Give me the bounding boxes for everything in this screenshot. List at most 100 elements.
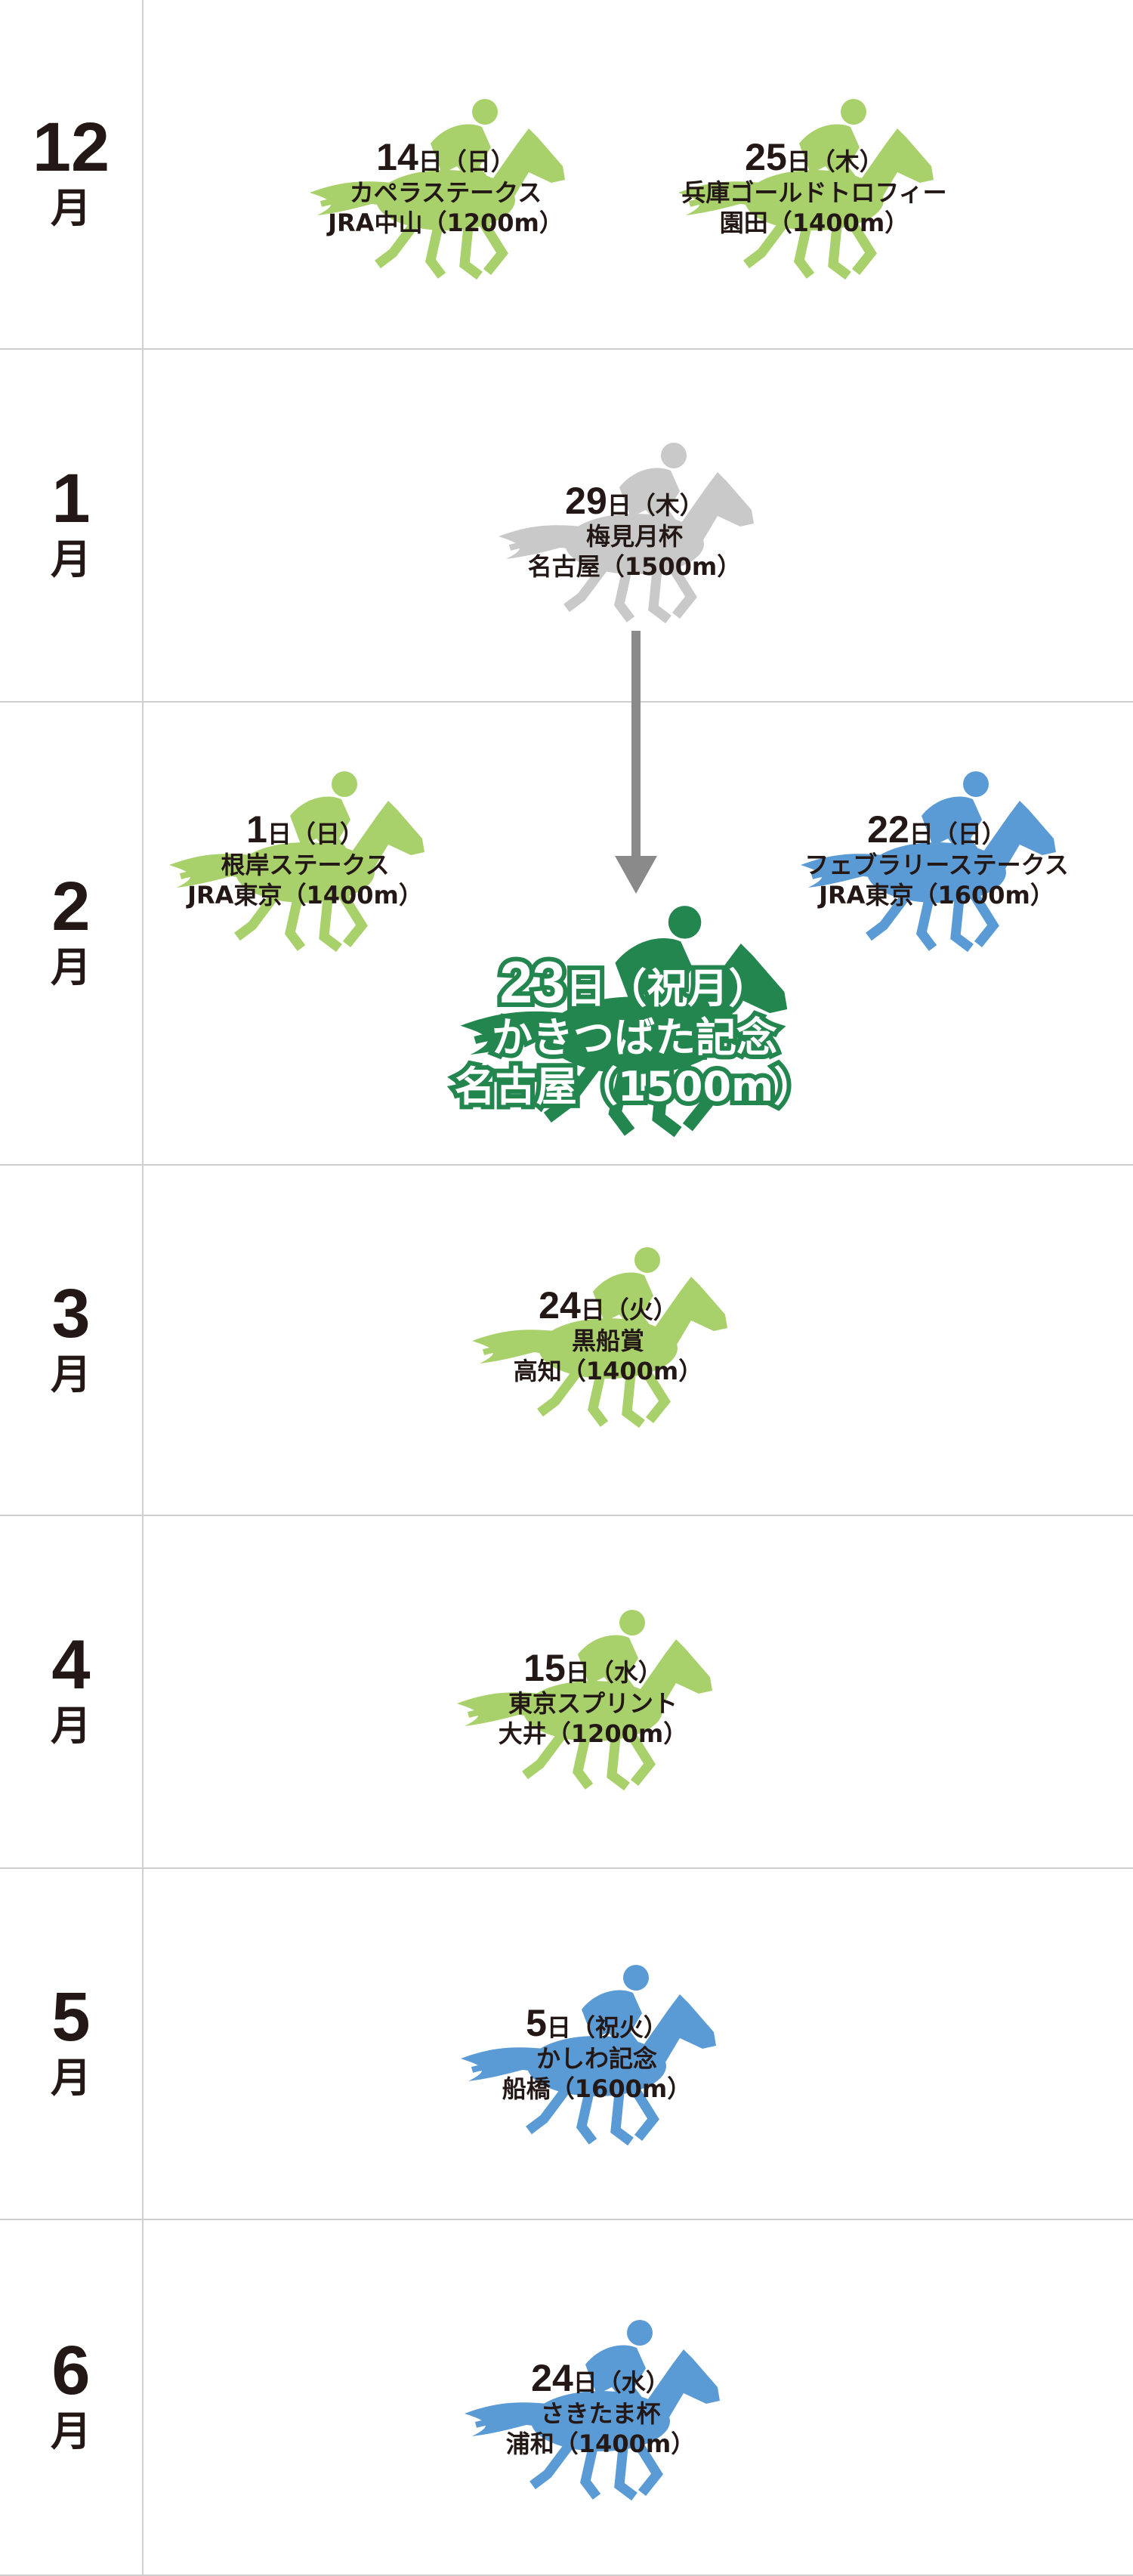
month-unit: 月	[51, 2408, 91, 2456]
race-day: 22	[867, 808, 909, 851]
race-event: 29日（木） 梅見月杯 名古屋（1500m）	[476, 434, 793, 623]
race-event: 14日（日） カペラステークス JRA中山（1200m）	[287, 91, 604, 280]
race-name: カペラステークス	[349, 178, 542, 207]
racehorse-jockey-icon	[465, 2320, 720, 2500]
race-date: 24日（水）	[397, 2358, 804, 2398]
month-unit: 月	[51, 944, 91, 992]
race-weekday: 日（水）	[565, 1658, 662, 1687]
race-date: 1日（日）	[101, 810, 509, 850]
month-number: 4	[51, 1626, 91, 1704]
race-day: 24	[539, 1284, 581, 1327]
race-day: 23	[495, 947, 570, 1018]
race-name: かきつばた記念	[487, 1009, 782, 1066]
month-number: 6	[51, 2332, 91, 2410]
month-label: 12 月	[0, 0, 142, 348]
race-venue: 高知（1400m）	[513, 1356, 703, 1385]
race-event: 1日（日） 根岸ステークス JRA東京（1400m）	[147, 763, 464, 952]
race-event: 22日（日） フェブラリーステークス JRA東京（1600m）	[778, 763, 1095, 952]
race-date: 23日（祝月）	[378, 947, 891, 1018]
race-event: 24日（火） 黒船賞 高知（1400m）	[449, 1239, 767, 1428]
arrow-head	[615, 856, 657, 894]
month-number: 1	[51, 460, 91, 538]
race-date: 29日（木）	[431, 481, 838, 521]
racehorse-jockey-icon	[310, 99, 565, 280]
race-venue: JRA中山（1200m）	[328, 208, 563, 237]
race-name: 東京スプリント	[508, 1688, 678, 1718]
race-event: 15日（水） 東京スプリント 大井（1200m）	[434, 1602, 752, 1790]
racehorse-jockey-icon	[461, 1965, 716, 2145]
race-event: 24日（水） さきたま杯 浦和（1400m）	[442, 2312, 759, 2500]
race-event: 25日（木） 兵庫ゴールドトロフィー 園田（1400m）	[656, 91, 973, 280]
race-day: 29	[565, 480, 607, 522]
racehorse-jockey-icon	[457, 1610, 712, 1790]
race-weekday: 日（祝月）	[560, 962, 773, 1015]
race-name: 梅見月杯	[585, 521, 683, 551]
race-venue: JRA東京（1600m）	[819, 880, 1054, 910]
race-day: 25	[745, 136, 787, 178]
race-weekday: 日（日）	[267, 820, 364, 848]
race-day: 14	[376, 136, 418, 178]
race-date: 15日（水）	[389, 1648, 797, 1688]
race-venue: JRA東京（1400m）	[187, 880, 423, 910]
month-unit: 月	[51, 2054, 91, 2102]
racehorse-jockey-icon	[472, 1247, 727, 1428]
month-unit: 月	[51, 184, 91, 233]
race-day: 24	[531, 2357, 573, 2399]
race-venue: 大井（1200m）	[498, 1719, 688, 1748]
race-name: 黒船賞	[571, 1326, 644, 1355]
month-number: 12	[32, 109, 110, 187]
race-venue: 船橋（1600m）	[502, 2074, 692, 2103]
race-venue: 名古屋（1500m）	[527, 551, 742, 581]
race-venue: 名古屋（1500m）	[450, 1058, 820, 1115]
race-day: 1	[246, 808, 267, 851]
race-name: 兵庫ゴールドトロフィー	[681, 178, 947, 207]
race-date: 22日（日）	[733, 810, 1133, 850]
race-day: 15	[523, 1647, 566, 1689]
down-arrow-icon	[631, 631, 641, 857]
month-number: 2	[51, 868, 91, 946]
month-row: 12 月	[0, 0, 1133, 350]
racehorse-jockey-icon	[499, 443, 754, 623]
race-event-featured: 23日（祝月） かきつばた記念 名古屋（1500m）	[423, 895, 846, 1137]
month-number: 3	[51, 1274, 91, 1352]
race-weekday: 日（火）	[580, 1296, 678, 1324]
race-name: さきたま杯	[540, 2398, 661, 2428]
month-unit: 月	[51, 536, 91, 584]
race-date: 24日（火）	[404, 1286, 812, 1326]
month-unit: 月	[51, 1350, 91, 1398]
racehorse-jockey-icon	[169, 771, 424, 952]
month-number: 5	[51, 1978, 91, 2056]
race-date: 14日（日）	[242, 137, 650, 178]
race-date: 25日（木）	[610, 137, 1018, 178]
race-weekday: 日（日）	[418, 147, 515, 176]
racehorse-jockey-icon	[460, 906, 788, 1137]
month-unit: 月	[51, 1702, 91, 1750]
race-event: 5日（祝火） かしわ記念 船橋（1600m）	[438, 1957, 755, 2145]
race-venue: 浦和（1400m）	[505, 2429, 696, 2458]
month-column-divider	[142, 0, 144, 2576]
race-date: 5日（祝火）	[393, 2003, 801, 2043]
race-weekday: 日（日）	[909, 820, 1006, 848]
race-name: かしわ記念	[536, 2043, 657, 2073]
race-weekday: 日（木）	[786, 147, 884, 176]
racehorse-jockey-icon	[678, 99, 934, 280]
race-day: 5	[526, 2002, 547, 2044]
racehorse-jockey-icon	[801, 771, 1056, 952]
race-weekday: 日（祝火）	[546, 2013, 668, 2042]
race-name: フェブラリーステークス	[804, 850, 1069, 879]
race-weekday: 日（水）	[573, 2368, 670, 2397]
race-venue: 園田（1400m）	[719, 208, 909, 237]
race-weekday: 日（木）	[607, 491, 704, 520]
